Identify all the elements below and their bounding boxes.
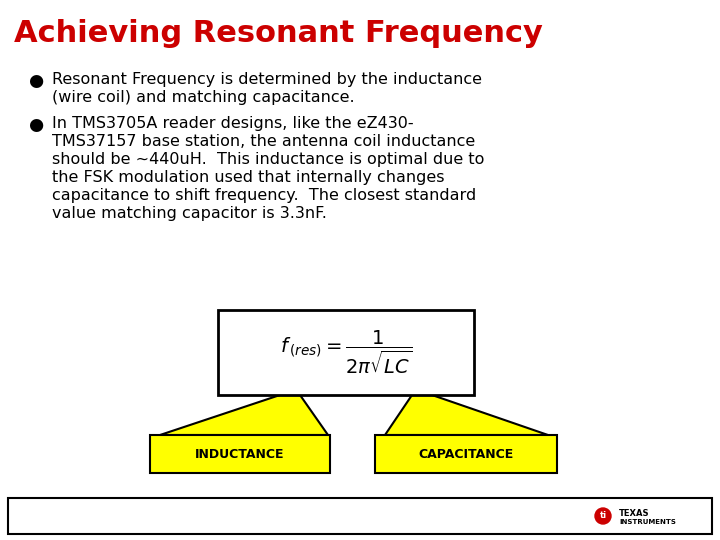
Polygon shape xyxy=(160,395,328,435)
Text: the FSK modulation used that internally changes: the FSK modulation used that internally … xyxy=(52,170,444,185)
Polygon shape xyxy=(385,395,548,435)
Text: Resonant Frequency is determined by the inductance: Resonant Frequency is determined by the … xyxy=(52,72,482,87)
Text: Achieving Resonant Frequency: Achieving Resonant Frequency xyxy=(14,19,543,49)
Text: (wire coil) and matching capacitance.: (wire coil) and matching capacitance. xyxy=(52,90,355,105)
FancyBboxPatch shape xyxy=(8,498,712,534)
Text: ti: ti xyxy=(600,511,606,521)
Text: ●: ● xyxy=(28,116,43,134)
Circle shape xyxy=(595,508,611,524)
FancyBboxPatch shape xyxy=(218,310,474,395)
Text: should be ~440uH.  This inductance is optimal due to: should be ~440uH. This inductance is opt… xyxy=(52,152,485,167)
Text: ●: ● xyxy=(28,72,43,90)
Text: value matching capacitor is 3.3nF.: value matching capacitor is 3.3nF. xyxy=(52,206,327,221)
Text: TMS37157 base station, the antenna coil inductance: TMS37157 base station, the antenna coil … xyxy=(52,134,475,149)
Text: INDUCTANCE: INDUCTANCE xyxy=(195,448,284,461)
Text: capacitance to shift frequency.  The closest standard: capacitance to shift frequency. The clos… xyxy=(52,188,476,203)
FancyBboxPatch shape xyxy=(375,435,557,473)
Text: TEXAS: TEXAS xyxy=(619,509,649,517)
Text: INSTRUMENTS: INSTRUMENTS xyxy=(619,519,676,525)
Text: $f_{\,(res)} = \dfrac{1}{2\pi\sqrt{LC}}$: $f_{\,(res)} = \dfrac{1}{2\pi\sqrt{LC}}$ xyxy=(280,329,412,376)
FancyBboxPatch shape xyxy=(150,435,330,473)
Text: In TMS3705A reader designs, like the eZ430-: In TMS3705A reader designs, like the eZ4… xyxy=(52,116,413,131)
Text: CAPACITANCE: CAPACITANCE xyxy=(418,448,513,461)
